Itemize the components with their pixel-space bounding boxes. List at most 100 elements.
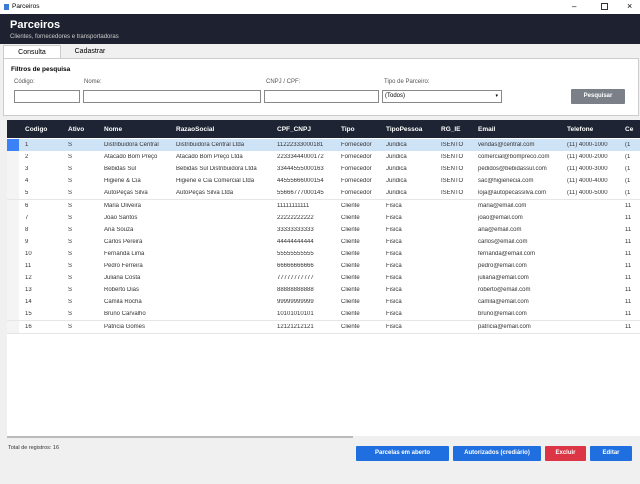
window-title: Parceiros <box>12 3 40 10</box>
table-cell: S <box>68 250 73 257</box>
table-cell: 9 <box>25 238 29 245</box>
column-header: TipoPessoa <box>386 126 423 133</box>
table-cell: Fornecedor <box>341 154 372 161</box>
table-cell: Distribuidora Central <box>104 142 159 148</box>
button[interactable]: Editar <box>590 446 632 461</box>
table-cell: ISENTO <box>441 142 464 148</box>
title-bar: Parceiros – × <box>0 0 640 14</box>
table-cell: 55555555555 <box>277 250 314 257</box>
column-header: Telefone <box>567 126 594 133</box>
table-cell: 44444444444 <box>277 238 314 245</box>
table-cell: 11 <box>625 275 632 282</box>
row-indicator <box>7 260 19 273</box>
table-cell: ISENTO <box>441 178 464 185</box>
table-cell: AutoPeças Silva Ltda <box>176 190 234 197</box>
row-indicator <box>7 235 19 248</box>
table-cell: Fisica <box>386 287 402 294</box>
table-cell: 14 <box>25 299 32 306</box>
table-cell: 11 <box>625 214 632 221</box>
table-cell: Cliente <box>341 287 360 294</box>
table-cell: Juridica <box>386 142 407 148</box>
table-cell: João Santos <box>104 214 138 221</box>
table-cell: Cliente <box>341 263 360 269</box>
table-cell: 11 <box>625 238 632 245</box>
table-cell: Camila Rocha <box>104 299 142 306</box>
table-cell: 6 <box>25 202 29 209</box>
search-button[interactable]: Pesquisar <box>571 89 625 104</box>
column-header: Tipo <box>341 126 355 133</box>
code-input[interactable] <box>14 90 80 103</box>
label: Nome: <box>84 79 102 85</box>
button[interactable]: Parcelas em aberto <box>356 446 449 461</box>
table-cell: Fisica <box>386 214 402 221</box>
row-indicator <box>7 296 19 309</box>
table-cell: Patricia Gomes <box>104 323 146 330</box>
table-cell: roberto@email.com <box>478 287 531 294</box>
table-cell: carlos@email.com <box>478 238 528 245</box>
row-indicator <box>7 320 19 333</box>
table-cell: Cliente <box>341 299 360 306</box>
table-cell: 11 <box>625 202 632 209</box>
table-cell: S <box>68 287 73 294</box>
table-cell: 33444555000163 <box>277 166 324 173</box>
name-input[interactable] <box>83 90 261 103</box>
button[interactable]: Excluir <box>545 446 586 461</box>
total-label: Total de registros: 16 <box>8 445 60 451</box>
table-cell: 77777777777 <box>277 275 314 282</box>
tab[interactable]: Consulta <box>3 45 61 59</box>
maximize[interactable] <box>601 3 608 10</box>
row-indicator <box>7 175 19 188</box>
table-cell: Carlos Pereira <box>104 238 143 245</box>
column-header: Codigo <box>25 126 48 133</box>
table-cell: Cliente <box>341 238 360 245</box>
table-cell: Distribuidora Central Ltda <box>176 142 245 148</box>
table-cell: Cliente <box>341 250 360 257</box>
table-cell: maria@email.com <box>478 202 527 209</box>
table-cell: juliana@email.com <box>478 275 529 282</box>
table-cell: 2 <box>25 154 29 161</box>
table-cell: 22333444000172 <box>277 154 324 161</box>
row-indicator <box>7 284 19 297</box>
table-cell: (1 <box>625 178 631 185</box>
table-cell: Maria Oliveira <box>104 202 142 209</box>
table-cell: Fernanda Lima <box>104 250 145 257</box>
table-cell: 10 <box>25 250 32 257</box>
doc-input[interactable] <box>264 90 379 103</box>
table-cell: S <box>68 202 73 209</box>
button[interactable]: Autorizados (crediário) <box>453 446 541 461</box>
table-cell: 11 <box>625 287 632 294</box>
minimize[interactable]: – <box>572 2 577 11</box>
table-cell: Fisica <box>386 299 402 306</box>
table-cell: 55666777000145 <box>277 190 324 197</box>
table-cell: Fornecedor <box>341 190 372 197</box>
table-row[interactable] <box>7 320 640 334</box>
tab[interactable]: Cadastrar <box>74 48 106 55</box>
table-cell: Ana Souza <box>104 226 134 233</box>
table-cell: Atacado Bom Preço Ltda <box>176 154 243 161</box>
row-indicator <box>7 211 19 224</box>
close[interactable]: × <box>627 1 633 11</box>
table-cell: 99999999999 <box>277 299 314 306</box>
table-cell: pedidos@bebidassul.com <box>478 166 547 173</box>
grid-header <box>7 120 640 138</box>
label: Tipo de Parceiro: <box>384 79 430 85</box>
type-select[interactable]: (Todos) ▾ <box>382 90 502 103</box>
label: CNPJ / CPF: <box>266 79 301 85</box>
table-cell: 11 <box>25 263 32 269</box>
table-cell: joao@email.com <box>478 214 523 221</box>
column-header: Ativo <box>68 126 85 133</box>
table-cell: (11) 4000-4000 <box>567 178 608 185</box>
table-cell: Fornecedor <box>341 178 372 185</box>
table-cell: 3 <box>25 166 29 173</box>
table-cell: camila@email.com <box>478 299 529 306</box>
table-cell: 11 <box>625 299 632 306</box>
table-cell: Cliente <box>341 311 360 318</box>
table-cell: 8 <box>25 226 29 233</box>
table-cell: 12121212121 <box>277 323 314 330</box>
table-cell: 11 <box>625 263 632 269</box>
table-cell: S <box>68 238 73 245</box>
table-cell: S <box>68 323 73 330</box>
scrollbar[interactable] <box>7 436 353 438</box>
table-cell: S <box>68 226 73 233</box>
